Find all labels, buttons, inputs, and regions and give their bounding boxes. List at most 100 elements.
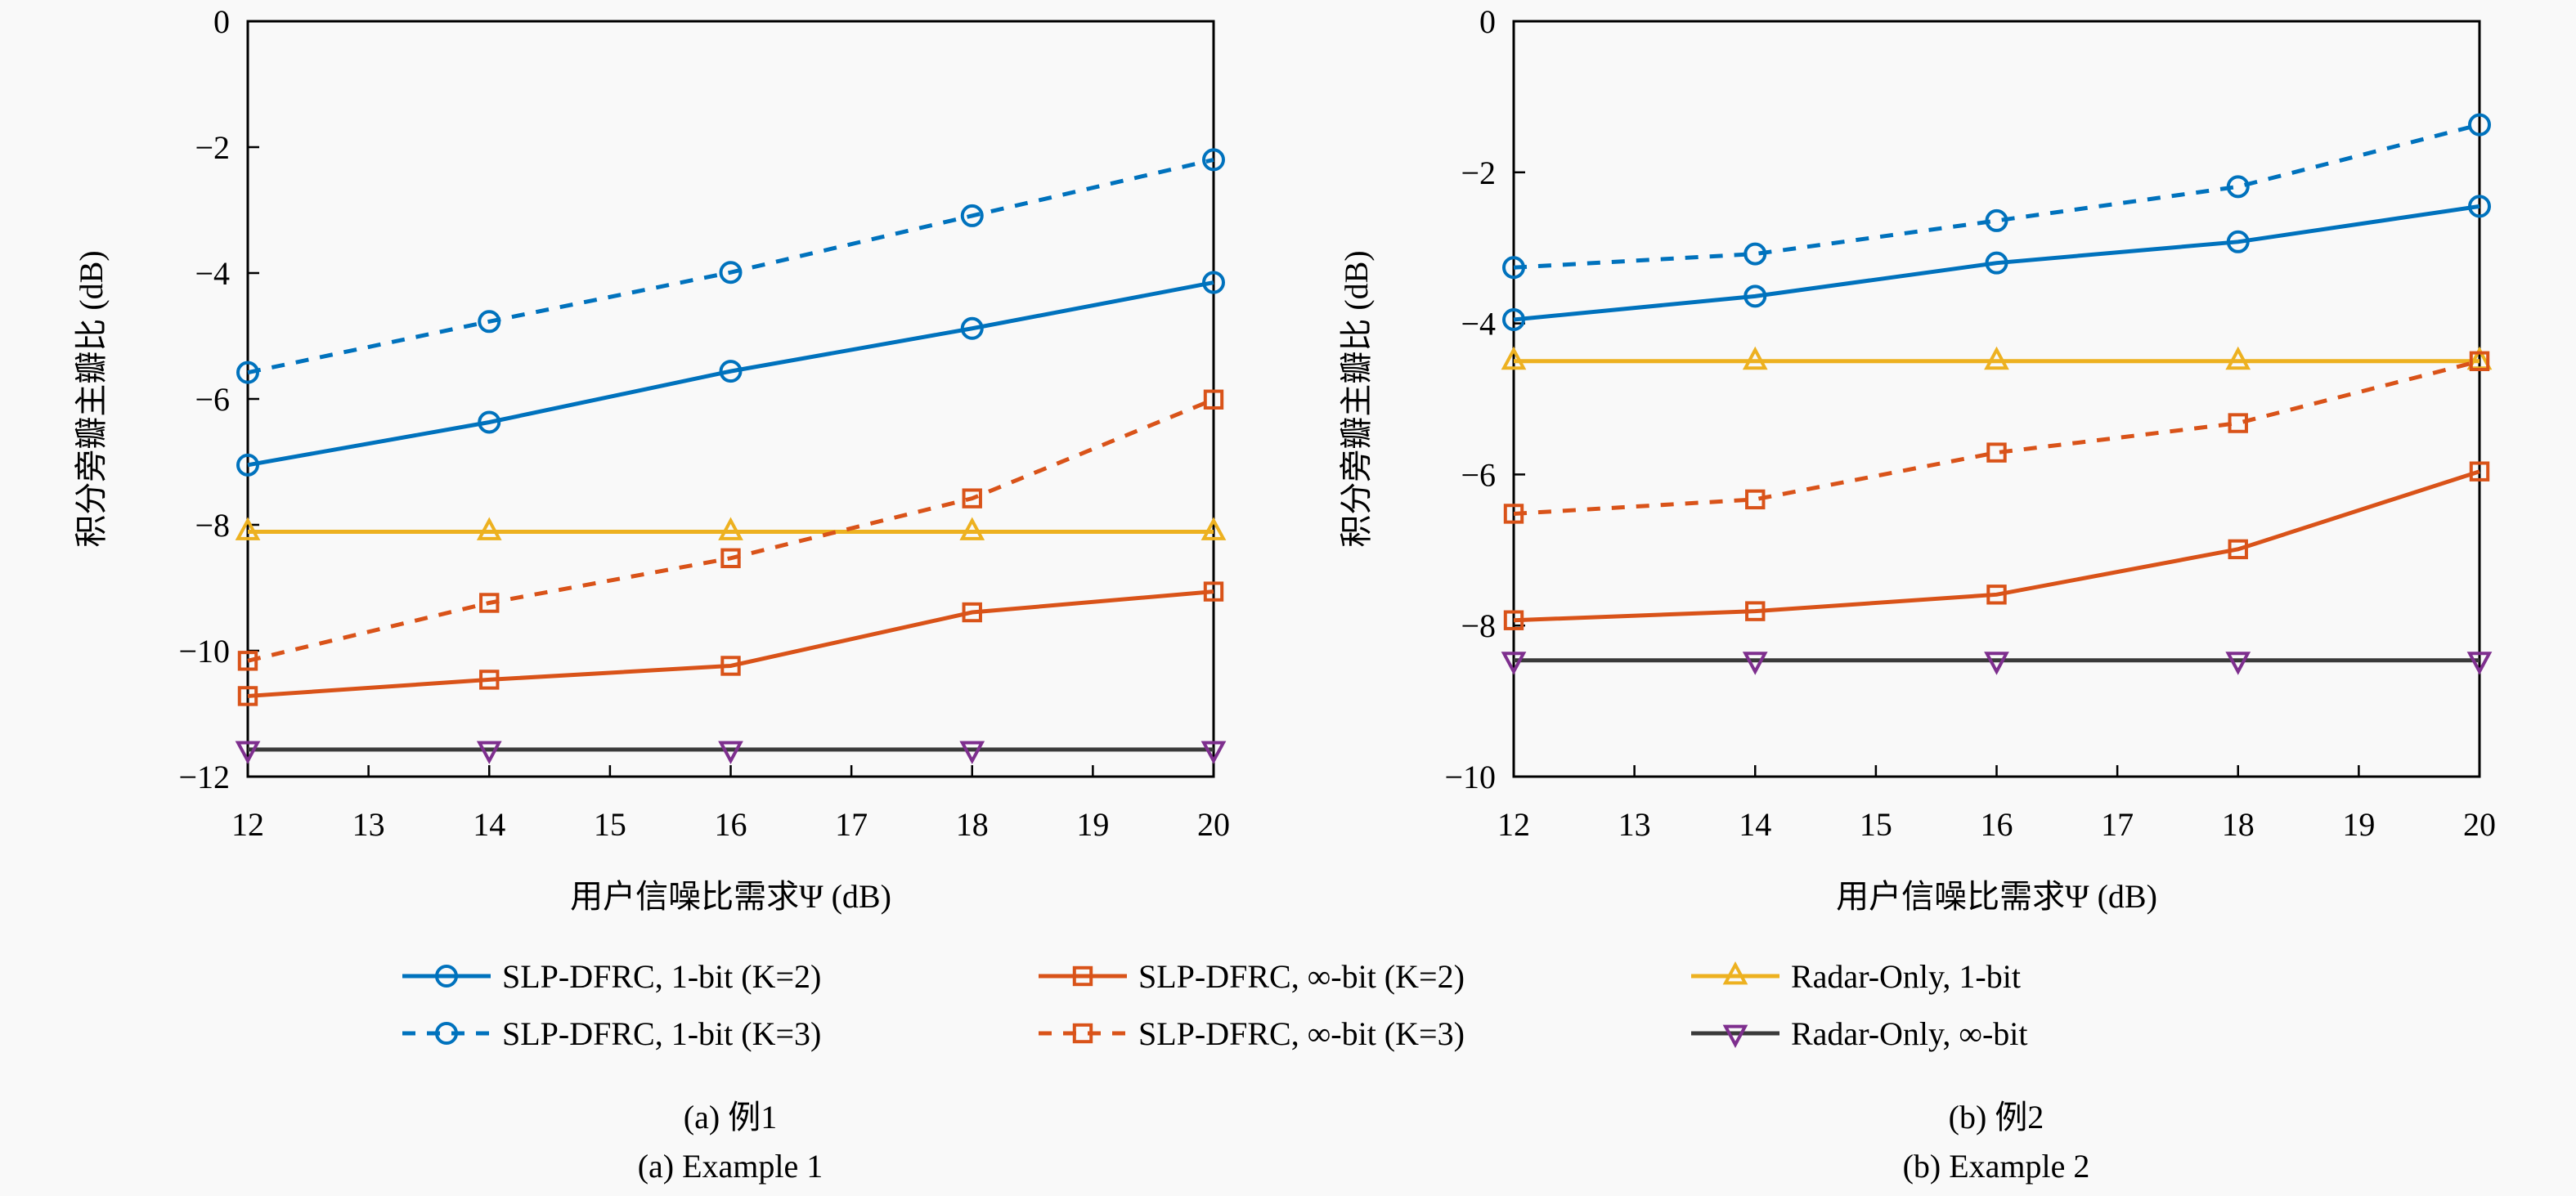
y-axis-label: 积分旁瓣主瓣比 (dB)	[1338, 250, 1375, 547]
x-tick-label: 15	[594, 806, 626, 843]
x-tick-label: 17	[835, 806, 868, 843]
data-point	[1745, 489, 1766, 510]
series-radar-only-inf-bit	[1501, 652, 2493, 675]
y-tick-label: −8	[195, 507, 230, 544]
legend-entry-slp-dfrc-1-bit-k-2: SLP-DFRC, 1-bit (K=2)	[402, 958, 821, 995]
data-point	[1503, 610, 1524, 630]
x-tick-label: 15	[1860, 806, 1892, 843]
series-line	[1513, 359, 2480, 516]
data-point	[1744, 284, 1767, 308]
x-tick-label: 14	[473, 806, 505, 843]
data-point	[1984, 652, 2009, 675]
series-radar-only-1-bit	[235, 517, 1227, 540]
data-point	[237, 686, 258, 706]
data-point	[2228, 413, 2248, 433]
data-point	[2469, 461, 2490, 482]
data-point	[236, 361, 259, 384]
y-tick-label: −6	[1461, 456, 1496, 493]
data-point	[1200, 741, 1227, 764]
x-tick-label: 16	[1981, 806, 2013, 843]
legend-label: SLP-DFRC, ∞-bit (K=2)	[1138, 958, 1465, 995]
data-point	[719, 261, 743, 284]
x-tick-label: 20	[1197, 806, 1230, 843]
data-point	[1503, 504, 1524, 524]
data-point	[235, 517, 261, 540]
y-tick-label: −4	[1461, 306, 1496, 343]
data-point	[235, 741, 261, 764]
x-tick-label: 17	[2101, 806, 2134, 843]
legend: SLP-DFRC, 1-bit (K=2) SLP-DFRC, ∞-bit (K=…	[402, 958, 2028, 1052]
series-line	[1513, 123, 2480, 270]
x-tick-label: 16	[715, 806, 747, 843]
data-point	[478, 310, 501, 334]
series-line	[247, 589, 1214, 698]
data-point	[1985, 208, 2008, 232]
x-axis-label: 用户信噪比需求Ψ (dB)	[570, 878, 891, 915]
series-radar-only-1-bit	[1501, 346, 2493, 370]
x-tick-label: 13	[352, 806, 385, 843]
legend-entry-slp-dfrc-inf-bit-k-2: SLP-DFRC, ∞-bit (K=2)	[1039, 958, 1465, 995]
y-tick-label: −6	[195, 381, 230, 418]
data-point	[1986, 585, 2007, 605]
y-axis-label: 积分旁瓣主瓣比 (dB)	[73, 250, 110, 547]
data-point	[1203, 581, 1224, 602]
data-point	[960, 204, 984, 227]
series-slp-dfrc-inf-bit-k-3	[237, 389, 1224, 671]
data-point	[962, 602, 982, 623]
data-point	[1502, 307, 1525, 331]
data-point	[959, 517, 985, 540]
x-tick-label: 19	[2342, 806, 2375, 843]
panel-a-example-1: 12 13 14 15 16 17 18 19 20 0 −2 −4 −6 −8 −10 −12 用户信噪比需求…	[73, 3, 1230, 915]
series-slp-dfrc-inf-bit-k-3	[1503, 351, 2490, 524]
data-point	[476, 741, 502, 764]
data-point	[720, 548, 741, 569]
legend-label: Radar-Only, ∞-bit	[1791, 1015, 2028, 1052]
data-point	[237, 651, 258, 671]
legend-label: Radar-Only, 1-bit	[1791, 958, 2021, 995]
series-slp-dfrc-inf-bit-k-2	[1503, 461, 2490, 630]
data-point	[1501, 346, 1527, 370]
legend-marker	[1722, 1024, 1748, 1049]
data-point	[1985, 251, 2008, 275]
series-line	[247, 397, 1214, 663]
x-tick-label: 18	[956, 806, 989, 843]
caption-b-cn: (b) 例2	[1949, 1099, 2044, 1136]
series-line	[247, 280, 1214, 468]
legend-label: SLP-DFRC, 1-bit (K=2)	[502, 958, 821, 995]
x-tick-label: 18	[2222, 806, 2255, 843]
data-point	[1202, 271, 1225, 294]
data-point	[2468, 113, 2491, 137]
series-line	[247, 157, 1214, 375]
axes-box	[1512, 20, 2481, 778]
legend-marker	[435, 1022, 458, 1045]
series-slp-dfrc-1-bit-k-2	[1502, 195, 2491, 331]
data-point	[1200, 517, 1227, 540]
series-radar-only-inf-bit	[235, 741, 1227, 764]
data-point	[236, 453, 259, 477]
legend-entry-slp-dfrc-1-bit-k-3: SLP-DFRC, 1-bit (K=3)	[402, 1015, 821, 1052]
series-line	[1513, 204, 2480, 322]
x-tick-label: 20	[2463, 806, 2496, 843]
data-point	[479, 670, 500, 690]
y-tick-label: −12	[178, 759, 230, 795]
data-point	[2225, 346, 2251, 370]
series-slp-dfrc-1-bit-k-3	[1502, 113, 2491, 280]
data-point	[476, 517, 502, 540]
legend-entry-slp-dfrc-inf-bit-k-3: SLP-DFRC, ∞-bit (K=3)	[1039, 1015, 1465, 1052]
y-tick-label: 0	[213, 3, 230, 40]
legend-label: SLP-DFRC, 1-bit (K=3)	[502, 1015, 821, 1052]
data-point	[720, 656, 741, 676]
y-tick-label: −8	[1461, 607, 1496, 644]
y-tick-label: −2	[1461, 155, 1496, 191]
x-tick-label: 19	[1076, 806, 1109, 843]
caption-a-cn: (a) 例1	[684, 1099, 777, 1136]
data-point	[2228, 539, 2248, 560]
x-axis-label: 用户信噪比需求Ψ (dB)	[1836, 878, 2157, 915]
data-point	[959, 741, 985, 764]
data-point	[1744, 242, 1767, 266]
series-slp-dfrc-inf-bit-k-2	[237, 581, 1224, 706]
y-tick-label: −2	[195, 129, 230, 166]
series-slp-dfrc-1-bit-k-3	[236, 148, 1225, 384]
data-point	[962, 488, 982, 508]
